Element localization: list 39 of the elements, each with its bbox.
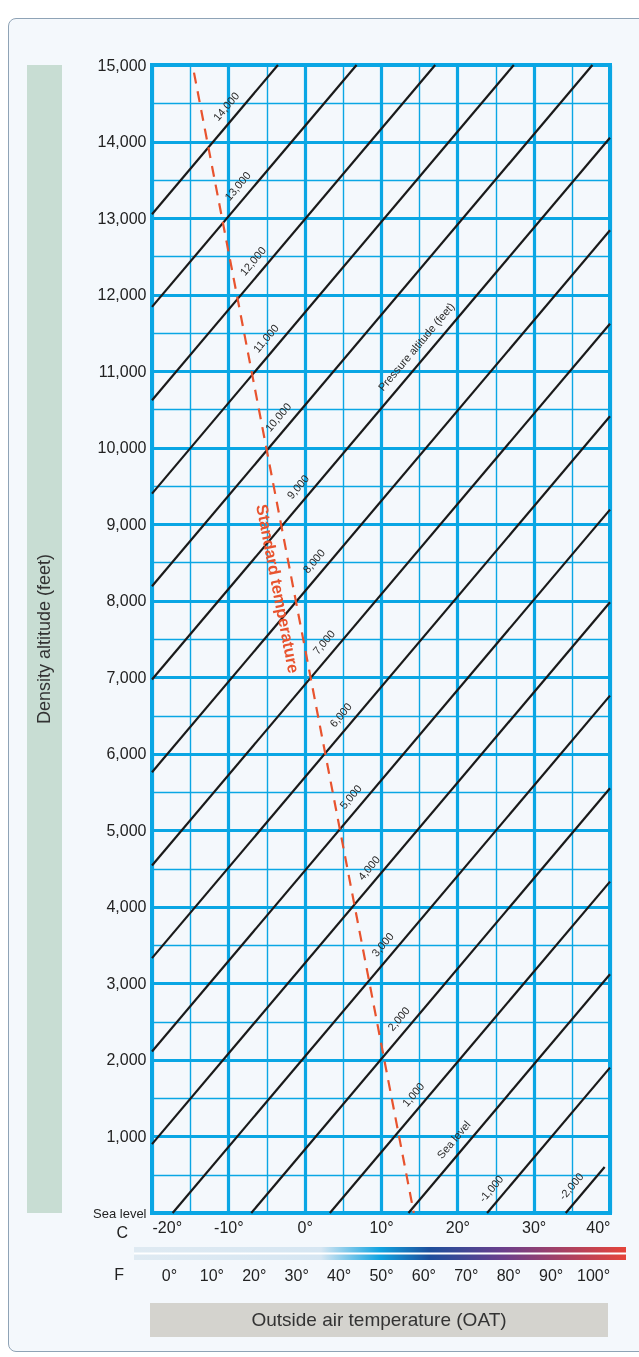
- x2-tick-label: 100°: [576, 1266, 611, 1284]
- text: C: [116, 1224, 128, 1241]
- x-tick-label: -20°: [152, 1218, 183, 1236]
- x2-tick-label: 40°: [326, 1266, 352, 1284]
- x-axis-title: Outside air temperature (OAT): [150, 1303, 608, 1337]
- x2-tick-label: 30°: [284, 1266, 309, 1284]
- x-tick-label: 0°: [297, 1218, 313, 1236]
- x2-tick-label: 90°: [539, 1266, 564, 1284]
- y-tick-label: 9,000: [106, 515, 147, 533]
- x2-tick-label: 80°: [496, 1266, 521, 1284]
- x-tick-label: -10°: [214, 1218, 244, 1236]
- y-tick-label: 10,000: [97, 439, 147, 457]
- y-tick-label: 1,000: [106, 1127, 147, 1145]
- x-tick-label: 10°: [369, 1218, 394, 1236]
- x-tick-label: 20°: [445, 1218, 470, 1236]
- x2-tick-label: 20°: [242, 1266, 267, 1284]
- y-tick-label: 15,000: [97, 56, 147, 74]
- x2-tick-label: 70°: [454, 1266, 479, 1284]
- y-tick-label: 12,000: [97, 286, 147, 304]
- y-tick-label: 8,000: [106, 592, 147, 610]
- y-tick-label: 7,000: [106, 668, 147, 686]
- y-tick-label: 5,000: [106, 821, 147, 839]
- text: Standard temperature: [253, 502, 304, 675]
- y-tick-label: 14,000: [97, 133, 147, 151]
- x2-tick-label: 10°: [199, 1266, 224, 1284]
- text: F: [114, 1266, 125, 1283]
- x2-tick-label: 50°: [369, 1266, 394, 1284]
- x2-tick-label: 0°: [161, 1266, 178, 1284]
- y-tick-label: 11,000: [98, 362, 147, 380]
- y-tick-label: 2,000: [106, 1051, 147, 1069]
- x-tick-label: 40°: [586, 1218, 611, 1236]
- y-tick-label: 3,000: [106, 974, 147, 992]
- y-tick-label: 6,000: [106, 745, 147, 763]
- x2-tick-label: 60°: [411, 1266, 437, 1284]
- y-axis-title: Density altitude (feet): [34, 553, 55, 725]
- y-tick-label: Sea level: [93, 1205, 147, 1221]
- y-tick-label: 13,000: [97, 209, 147, 227]
- x-tick-label: 30°: [522, 1218, 547, 1236]
- y-tick-label: 4,000: [106, 898, 147, 916]
